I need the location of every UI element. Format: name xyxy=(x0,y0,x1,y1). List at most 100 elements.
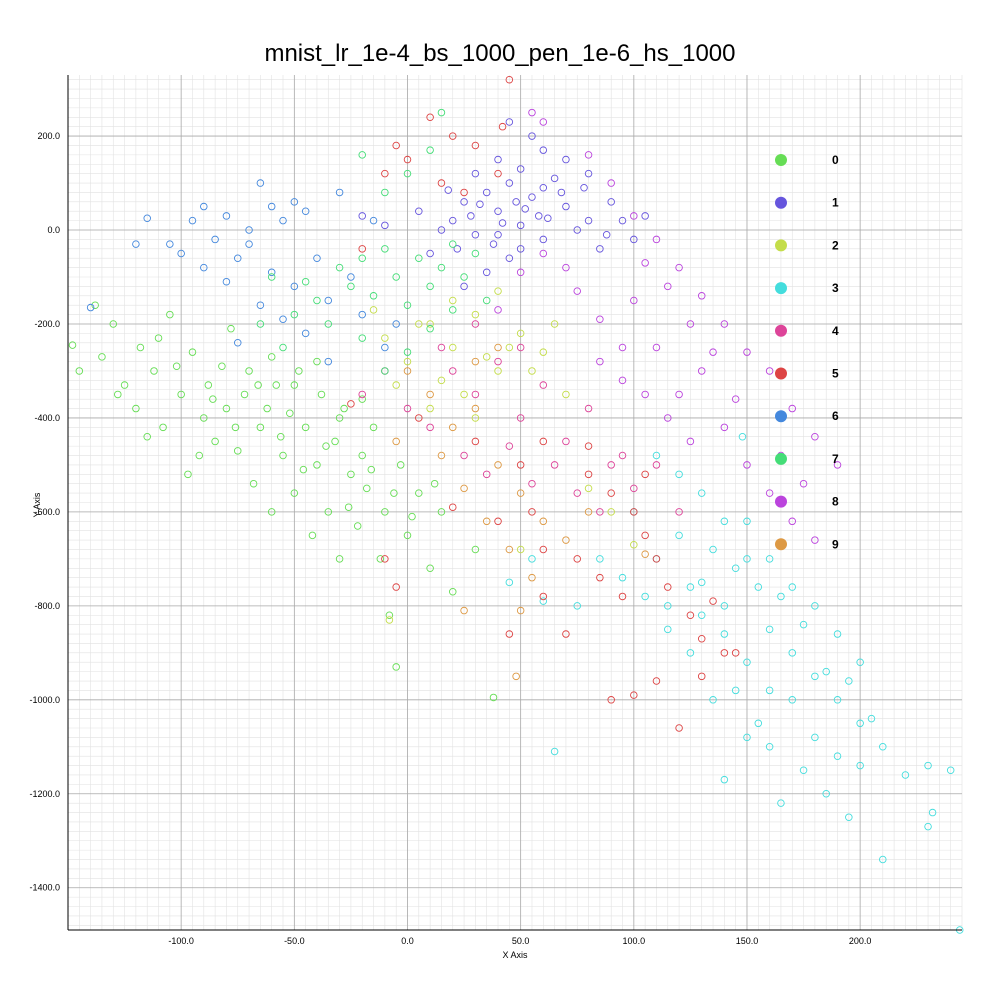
scatter-point xyxy=(516,221,525,230)
scatter-point xyxy=(184,470,192,479)
legend-marker xyxy=(775,367,787,380)
scatter-point xyxy=(709,545,717,554)
legend: 0 1 2 3 4 5 6 7 8 9 xyxy=(775,153,839,551)
scatter-point xyxy=(720,630,729,638)
scatter-point xyxy=(505,179,514,187)
scatter-point xyxy=(449,216,457,225)
x-tick-label: -100.0 xyxy=(168,936,194,946)
scatter-point xyxy=(765,489,774,497)
scatter-point xyxy=(267,202,276,211)
scatter-point xyxy=(471,230,480,239)
scatter-point xyxy=(544,214,552,223)
scatter-point xyxy=(535,212,543,220)
scatter-point xyxy=(233,254,242,262)
scatter-point xyxy=(369,292,378,300)
scatter-point xyxy=(324,357,333,366)
scatter-point xyxy=(505,118,514,126)
scatter-point xyxy=(286,409,294,417)
scatter-point xyxy=(512,198,520,206)
scatter-point xyxy=(550,747,559,756)
scatter-point xyxy=(482,470,491,479)
scatter-point xyxy=(528,367,536,375)
scatter-point xyxy=(539,235,548,244)
scatter-point xyxy=(353,522,362,530)
scatter-point xyxy=(233,339,242,347)
scatter-point xyxy=(403,348,412,356)
scatter-point xyxy=(426,404,434,413)
major-grid xyxy=(68,75,962,930)
scatter-point xyxy=(358,310,366,319)
legend-marker xyxy=(775,538,787,551)
scatter-point xyxy=(471,414,480,422)
scatter-point xyxy=(765,625,774,634)
scatter-point xyxy=(528,132,536,140)
legend-marker xyxy=(775,196,787,209)
legend-marker xyxy=(775,282,787,295)
scatter-point xyxy=(498,219,507,227)
axis-layer xyxy=(67,75,962,931)
scatter-point xyxy=(408,512,416,521)
scatter-point xyxy=(528,555,536,563)
scatter-point xyxy=(172,362,181,371)
scatter-point xyxy=(437,108,446,117)
scatter-point xyxy=(494,306,502,314)
scatter-point xyxy=(385,611,394,619)
scatter-point xyxy=(471,310,480,319)
scatter-point xyxy=(562,536,570,544)
scatter-point xyxy=(811,602,819,610)
scatter-point xyxy=(340,404,348,413)
scatter-point xyxy=(664,625,672,634)
scatter-point xyxy=(528,479,536,488)
scatter-point xyxy=(664,282,672,291)
y-tick-label: -800.0 xyxy=(34,601,60,611)
scatter-point xyxy=(731,395,740,403)
legend-label: 2 xyxy=(832,238,839,252)
scatter-point xyxy=(562,437,570,446)
scatter-point xyxy=(686,649,695,657)
scatter-point xyxy=(347,470,355,479)
scatter-point xyxy=(618,592,627,601)
scatter-point xyxy=(335,188,344,197)
scatter-point xyxy=(313,357,321,366)
scatter-point xyxy=(376,555,385,563)
scatter-point xyxy=(449,240,457,248)
scatter-point xyxy=(686,611,695,619)
scatter-point xyxy=(580,183,588,192)
scatter-point xyxy=(154,334,163,342)
legend-marker xyxy=(775,452,787,465)
scatter-point xyxy=(516,606,525,615)
scatter-point xyxy=(505,75,514,84)
scatter-point xyxy=(381,508,389,516)
scatter-point xyxy=(494,517,502,526)
scatter-point xyxy=(765,555,774,563)
scatter-point xyxy=(562,155,570,164)
scatter-point xyxy=(607,696,615,704)
scatter-point xyxy=(426,390,434,399)
legend-label: 9 xyxy=(832,537,839,551)
scatter-point xyxy=(596,555,604,563)
scatter-point xyxy=(856,658,864,666)
scatter-point xyxy=(381,555,389,563)
scatter-point xyxy=(415,254,423,262)
scatter-point xyxy=(539,437,548,446)
scatter-point xyxy=(430,479,439,488)
scatter-point xyxy=(240,390,249,399)
scatter-point xyxy=(453,245,462,253)
scatter-point xyxy=(267,268,276,277)
scatter-point xyxy=(392,583,400,591)
scatter-point xyxy=(324,508,333,516)
scatter-point xyxy=(460,273,468,281)
legend-marker xyxy=(775,495,787,508)
scatter-point xyxy=(788,404,797,413)
scatter-point xyxy=(426,320,434,328)
scatter-point xyxy=(471,249,480,258)
scatter-point xyxy=(385,616,394,624)
scatter-point xyxy=(245,226,253,234)
scatter-point xyxy=(449,296,457,305)
scatter-point xyxy=(415,489,423,497)
scatter-point xyxy=(557,188,566,197)
x-tick-label: 100.0 xyxy=(623,936,646,946)
scatter-point xyxy=(550,461,559,469)
scatter-point xyxy=(539,146,548,154)
scatter-point xyxy=(562,263,570,272)
